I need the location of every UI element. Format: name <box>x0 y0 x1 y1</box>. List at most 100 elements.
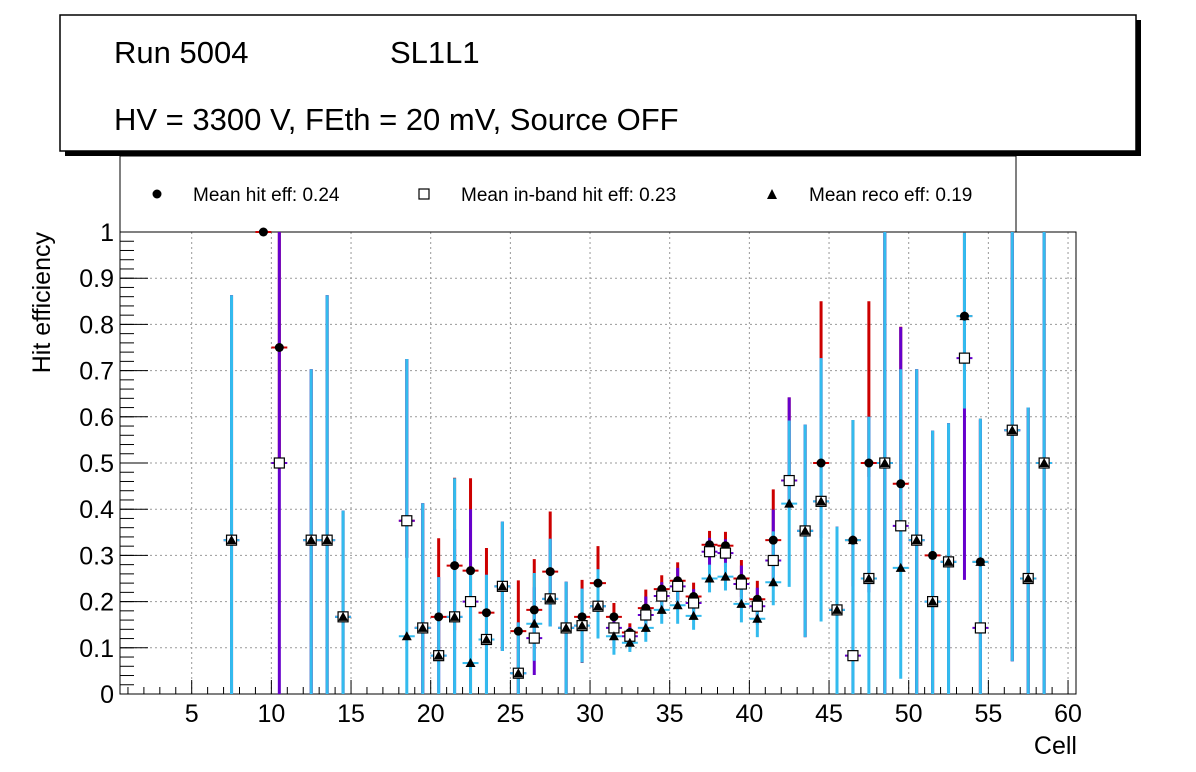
inband-eff-point <box>974 622 987 634</box>
inband-eff-point <box>895 520 907 532</box>
y-tick-label: 1 <box>100 219 114 247</box>
hit-eff-point <box>274 343 284 352</box>
y-tick-label: 0.1 <box>79 635 114 663</box>
reco-eff-point <box>306 535 317 545</box>
reco-eff-point <box>688 610 699 620</box>
reco-eff-point <box>800 525 811 535</box>
reco-eff-point <box>704 573 715 583</box>
hit-eff-point <box>896 479 906 489</box>
reco-eff-point <box>879 458 890 467</box>
error-bars <box>223 231 1053 694</box>
reco-eff-point <box>943 556 954 566</box>
legend-hit-label: Mean hit eff: 0.24 <box>193 185 340 206</box>
y-tick-label: 0.3 <box>79 542 114 570</box>
reco-eff-point <box>656 604 667 614</box>
reco-eff-point <box>465 658 476 668</box>
layer-label: SL1L1 <box>390 35 480 70</box>
reco-eff-point <box>529 618 540 628</box>
hit-eff-point <box>513 626 523 636</box>
reco-eff-point <box>752 613 763 623</box>
x-tick-label: 20 <box>417 700 445 728</box>
y-tick-label: 0.2 <box>79 589 114 617</box>
reco-eff-point <box>481 634 492 644</box>
hit-eff-point <box>466 566 476 576</box>
y-tick-label: 0.6 <box>79 404 114 432</box>
conditions-label: HV = 3300 V, FEth = 20 mV, Source OFF <box>114 102 679 137</box>
y-tick-label: 0.8 <box>79 311 114 339</box>
inband-eff-point <box>751 600 763 612</box>
reco-eff-point <box>226 535 237 545</box>
title-box: Run 5004 SL1L1 HV = 3300 V, FEth = 20 mV… <box>59 14 1141 156</box>
reco-eff-point <box>927 596 938 606</box>
reco-eff-point <box>816 496 827 506</box>
reco-eff-point <box>593 601 603 611</box>
y-axis-label: Hit efficiency <box>28 232 56 374</box>
hit-eff-point <box>768 535 778 545</box>
reco-eff-point <box>847 535 858 545</box>
hit-eff-point <box>450 561 460 571</box>
legend: Mean hit eff: 0.24 Mean in-band hit eff:… <box>119 155 1017 233</box>
x-tick-label: 45 <box>815 700 843 728</box>
x-tick-label: 55 <box>974 700 1002 728</box>
run-label: Run 5004 <box>114 35 248 70</box>
inband-eff-point <box>273 457 285 469</box>
axis-ticks: 5 10 15 20 25 30 35 40 45 50 55 60 0 0.1 0.2 0.3 0.4 0.5 0… <box>79 219 1082 728</box>
inband-eff-point <box>640 609 652 621</box>
reco-eff-point <box>863 573 874 583</box>
reco-eff-point <box>784 498 795 508</box>
hit-eff-point <box>258 227 268 237</box>
inband-eff-point <box>656 590 668 602</box>
hit-eff-point <box>481 608 491 618</box>
reco-eff-point <box>433 650 444 660</box>
reco-eff-point <box>1023 573 1034 583</box>
hit-eff-point <box>434 612 444 622</box>
reco-eff-point <box>401 631 412 641</box>
legend-inband-label: Mean in-band hit eff: 0.23 <box>461 185 676 206</box>
legend-hit-marker <box>152 189 162 199</box>
inband-eff-point <box>767 554 779 567</box>
inband-eff-point <box>719 547 732 559</box>
x-tick-label: 25 <box>496 700 524 728</box>
reco-eff-point <box>975 556 986 566</box>
hit-eff-point <box>545 567 555 577</box>
x-tick-label: 30 <box>576 700 604 728</box>
reco-eff-point <box>768 577 779 587</box>
legend-inband-marker <box>418 188 430 200</box>
inband-eff-point <box>464 595 477 608</box>
inband-eff-point <box>687 597 700 609</box>
inband-eff-point <box>401 515 413 527</box>
reco-eff-point <box>672 600 683 610</box>
reco-eff-point <box>1007 425 1018 435</box>
reco-eff-point <box>545 593 556 603</box>
reco-eff-point <box>417 622 428 632</box>
inband-eff-point <box>672 580 684 592</box>
reco-eff-point <box>736 598 747 608</box>
reco-eff-point <box>832 604 842 614</box>
y-tick-label: 0.7 <box>79 358 114 386</box>
reco-eff-point <box>640 622 651 632</box>
x-tick-label: 10 <box>257 700 285 728</box>
reco-eff-point <box>608 631 619 641</box>
hit-eff-point <box>577 612 587 622</box>
reco-eff-point <box>322 535 333 545</box>
hit-eff-point <box>529 605 539 615</box>
x-tick-label: 50 <box>895 700 923 728</box>
reco-eff-point <box>959 311 970 321</box>
inband-eff-point <box>847 650 859 662</box>
inband-eff-point <box>958 352 971 364</box>
reco-eff-point <box>497 581 508 591</box>
x-tick-label: 60 <box>1054 700 1082 728</box>
hit-eff-point <box>816 458 826 468</box>
hit-eff-point <box>928 550 938 560</box>
inband-eff-point <box>783 474 795 487</box>
x-tick-label: 15 <box>337 700 365 728</box>
reco-eff-point <box>561 622 572 632</box>
x-tick-label: 40 <box>735 700 763 728</box>
x-tick-label: 35 <box>656 700 684 728</box>
reco-eff-point <box>449 611 460 621</box>
y-tick-label: 0.9 <box>79 265 114 293</box>
x-tick-label: 5 <box>185 700 199 728</box>
inband-eff-point <box>703 546 716 558</box>
y-tick-label: 0.4 <box>79 496 114 524</box>
